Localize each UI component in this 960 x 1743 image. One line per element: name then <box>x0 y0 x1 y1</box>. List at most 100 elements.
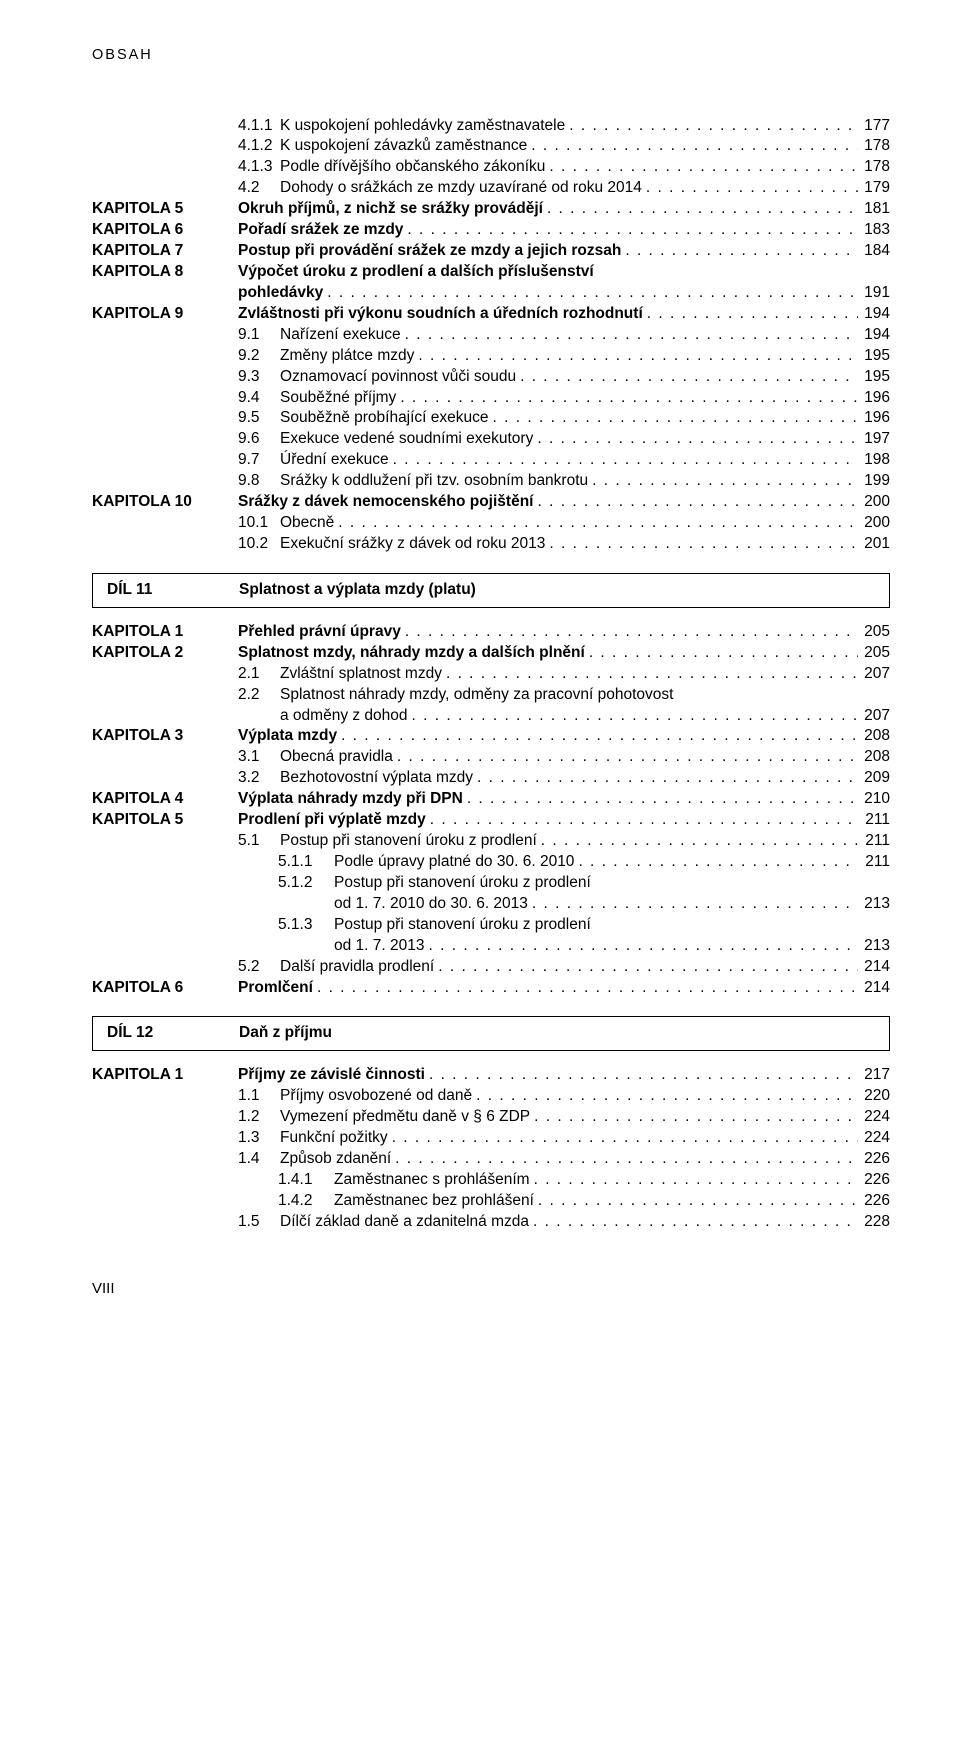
toc-entry: 5.1.2Postup při stanovení úroku z prodle… <box>92 873 890 894</box>
entry-number: 10.1 <box>238 513 280 534</box>
toc-entry: KAPITOLA 2Splatnost mzdy, náhrady mzdy a… <box>92 643 890 664</box>
leader-dots <box>401 325 858 346</box>
entry-page: 197 <box>858 429 890 450</box>
entry-page: 200 <box>858 492 890 513</box>
entry-number: 9.2 <box>238 346 280 367</box>
entry-page: 214 <box>858 957 890 978</box>
leader-dots <box>528 894 858 915</box>
entry-title: Dohody o srážkách ze mzdy uzavírané od r… <box>280 178 642 199</box>
entry-title: Pořadí srážek ze mzdy <box>238 220 403 241</box>
leader-dots <box>426 810 858 831</box>
entry-number: 1.2 <box>238 1107 280 1128</box>
entry-title: Bezhotovostní výplata mzdy <box>280 768 473 789</box>
entry-number: 1.1 <box>238 1086 280 1107</box>
entry-page: 226 <box>858 1191 890 1212</box>
leader-dots <box>388 1128 858 1149</box>
leader-dots <box>442 664 858 685</box>
entry-number: 5.1.2 <box>278 873 334 894</box>
entry-number: 4.1.3 <box>238 157 280 178</box>
entry-page: 208 <box>858 726 890 747</box>
entry-page: 207 <box>858 664 890 685</box>
entry-page: 198 <box>858 450 890 471</box>
entry-number: 2.1 <box>238 664 280 685</box>
toc-entry: 9.1Nařízení exekuce194 <box>92 325 890 346</box>
toc-entry: 5.1.3Postup při stanovení úroku z prodle… <box>92 915 890 936</box>
toc-block-1: 4.1.1K uspokojení pohledávky zaměstnavat… <box>92 116 890 555</box>
toc-entry: 9.4Souběžné příjmy196 <box>92 388 890 409</box>
entry-title: Dílčí základ daně a zdanitelná mzda <box>280 1212 529 1233</box>
entry-number: 9.3 <box>238 367 280 388</box>
entry-title: Souběžně probíhající exekuce <box>280 408 489 429</box>
toc-entry: 9.3Oznamovací povinnost vůči soudu195 <box>92 367 890 388</box>
leader-dots <box>414 346 858 367</box>
chapter-label: KAPITOLA 10 <box>92 492 238 513</box>
leader-dots <box>533 492 858 513</box>
leader-dots <box>473 768 858 789</box>
entry-title: Exekuční srážky z dávek od roku 2013 <box>280 534 545 555</box>
page-header: OBSAH <box>92 46 890 66</box>
toc-entry: KAPITOLA 10Srážky z dávek nemocenského p… <box>92 492 890 513</box>
entry-title: Funkční požitky <box>280 1128 388 1149</box>
entry-title: K uspokojení závazků zaměstnance <box>280 136 527 157</box>
leader-dots <box>516 367 858 388</box>
entry-page: 196 <box>858 388 890 409</box>
entry-page: 194 <box>858 304 890 325</box>
entry-page: 196 <box>858 408 890 429</box>
entry-number: 4.1.1 <box>238 116 280 137</box>
entry-title: Srážky z dávek nemocenského pojištění <box>238 492 533 513</box>
toc-entry: 3.2Bezhotovostní výplata mzdy 209 <box>92 768 890 789</box>
chapter-label: KAPITOLA 6 <box>92 978 238 999</box>
entry-title: Zvláštnosti při výkonu soudních a úřední… <box>238 304 643 325</box>
entry-page: 208 <box>858 747 890 768</box>
entry-number: 5.1.1 <box>278 852 334 873</box>
entry-title: Postup při stanovení úroku z prodlení <box>334 873 591 894</box>
entry-title: Další pravidla prodlení <box>280 957 434 978</box>
leader-dots <box>588 471 858 492</box>
leader-dots <box>389 450 858 471</box>
entry-page: 209 <box>858 768 890 789</box>
entry-title: Vymezení předmětu daně v § 6 ZDP <box>280 1107 530 1128</box>
leader-dots <box>434 957 858 978</box>
toc-entry: 1.4.2Zaměstnanec bez prohlášení226 <box>92 1191 890 1212</box>
leader-dots <box>334 513 858 534</box>
toc-entry: 2.2Splatnost náhrady mzdy, odměny za pra… <box>92 685 890 706</box>
toc-entry: 9.2Změny plátce mzdy195 <box>92 346 890 367</box>
toc-entry: KAPITOLA 3Výplata mzdy208 <box>92 726 890 747</box>
leader-dots <box>534 1191 858 1212</box>
entry-page: 213 <box>858 894 890 915</box>
entry-title: Zaměstnanec bez prohlášení <box>334 1191 534 1212</box>
entry-page: 181 <box>858 199 890 220</box>
entry-title: Obecně <box>280 513 334 534</box>
entry-number: 1.3 <box>238 1128 280 1149</box>
toc-entry: KAPITOLA 9Zvláštnosti při výkonu soudníc… <box>92 304 890 325</box>
page: OBSAH 4.1.1K uspokojení pohledávky zaměs… <box>0 0 960 1339</box>
chapter-label: KAPITOLA 1 <box>92 622 238 643</box>
leader-dots <box>565 116 858 137</box>
entry-title: Podle dřívějšího občanského zákoníku <box>280 157 545 178</box>
entry-title: Obecná pravidla <box>280 747 393 768</box>
toc-entry: 4.1.2K uspokojení závazků zaměstnance178 <box>92 136 890 157</box>
toc-entry: 9.7Úřední exekuce198 <box>92 450 890 471</box>
entry-title: Souběžné příjmy <box>280 388 396 409</box>
leader-dots <box>642 178 858 199</box>
chapter-label: KAPITOLA 4 <box>92 789 238 810</box>
toc-entry: KAPITOLA 7Postup při provádění srážek ze… <box>92 241 890 262</box>
entry-title: Splatnost náhrady mzdy, odměny za pracov… <box>280 685 673 706</box>
toc-entry: 1.5Dílčí základ daně a zdanitelná mzda22… <box>92 1212 890 1233</box>
leader-dots <box>396 388 858 409</box>
chapter-label: KAPITOLA 5 <box>92 199 238 220</box>
chapter-label: KAPITOLA 8 <box>92 262 238 283</box>
toc-entry: 3.1Obecná pravidla 208 <box>92 747 890 768</box>
toc-entry: 1.4Způsob zdanění226 <box>92 1149 890 1170</box>
toc-entry: 5.2Další pravidla prodlení214 <box>92 957 890 978</box>
entry-number: 3.2 <box>238 768 280 789</box>
entry-title: Okruh příjmů, z nichž se srážky prováděj… <box>238 199 543 220</box>
leader-dots <box>585 643 858 664</box>
chapter-label: KAPITOLA 7 <box>92 241 238 262</box>
entry-number: 9.1 <box>238 325 280 346</box>
entry-number: 4.2 <box>238 178 280 199</box>
divider-label: DÍL 12 <box>107 1023 239 1044</box>
divider-title: Daň z příjmu <box>239 1023 332 1044</box>
entry-number: 3.1 <box>238 747 280 768</box>
toc-entry: KAPITOLA 6Pořadí srážek ze mzdy183 <box>92 220 890 241</box>
